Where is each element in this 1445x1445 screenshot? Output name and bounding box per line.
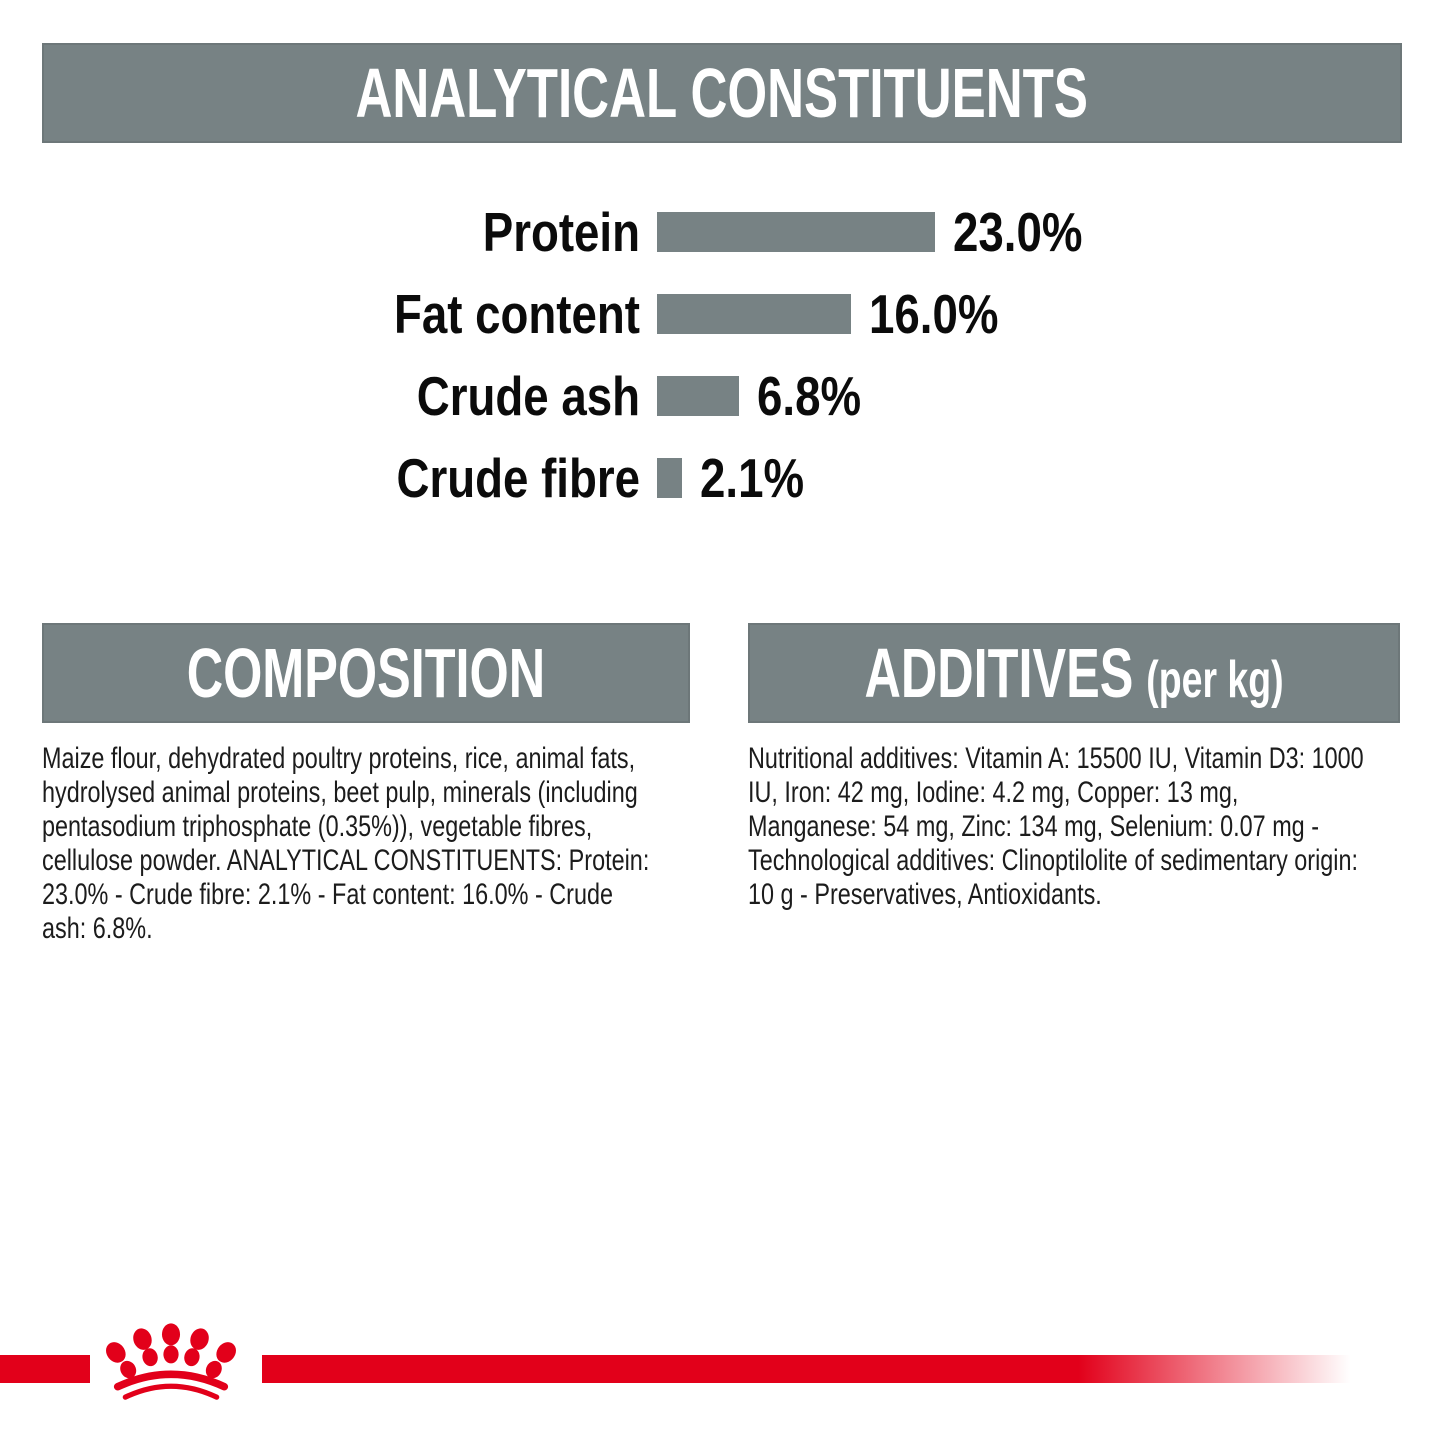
brand-stripe-left: [0, 1355, 90, 1383]
chart-bar: [657, 294, 851, 334]
additives-title: ADDITIVES (per kg): [864, 633, 1283, 713]
chart-row: Crude ash 6.8%: [0, 355, 1445, 437]
chart-category-label: Fat content: [393, 283, 640, 345]
additives-text: Nutritional additives: Vitamin A: 15500 …: [748, 742, 1364, 911]
analytical-chart: Protein 23.0% Fat content 16.0% Crude ash 6.8…: [0, 191, 1445, 519]
chart-bar: [657, 376, 740, 416]
chart-value-label: 6.8%: [757, 365, 862, 427]
chart-bar: [657, 458, 683, 498]
composition-text: Maize flour, dehydrated poultry proteins…: [42, 742, 650, 945]
composition-header-bar: COMPOSITION: [42, 623, 690, 723]
chart-value-label: 23.0%: [953, 201, 1083, 263]
chart-bar: [657, 212, 936, 252]
chart-row: Crude fibre 2.1%: [0, 437, 1445, 519]
brand-stripe-right: [262, 1355, 1445, 1383]
composition-title: COMPOSITION: [186, 634, 546, 712]
chart-row: Fat content 16.0%: [0, 273, 1445, 355]
chart-value-label: 16.0%: [868, 283, 999, 345]
chart-category-label: Crude fibre: [396, 447, 640, 509]
additives-title-suffix: (per kg): [1146, 651, 1284, 709]
additives-title-main: ADDITIVES: [864, 634, 1134, 712]
chart-category-label: Crude ash: [416, 365, 640, 427]
chart-row: Protein 23.0%: [0, 191, 1445, 273]
additives-header-bar: ADDITIVES (per kg): [748, 623, 1400, 723]
analytical-constituents-title: ANALYTICAL CONSTITUENTS: [355, 54, 1089, 132]
chart-category-label: Protein: [482, 201, 640, 263]
chart-value-label: 2.1%: [700, 447, 805, 509]
royal-canin-crown-icon: [104, 1322, 238, 1400]
analytical-constituents-header-bar: ANALYTICAL CONSTITUENTS: [42, 43, 1402, 143]
